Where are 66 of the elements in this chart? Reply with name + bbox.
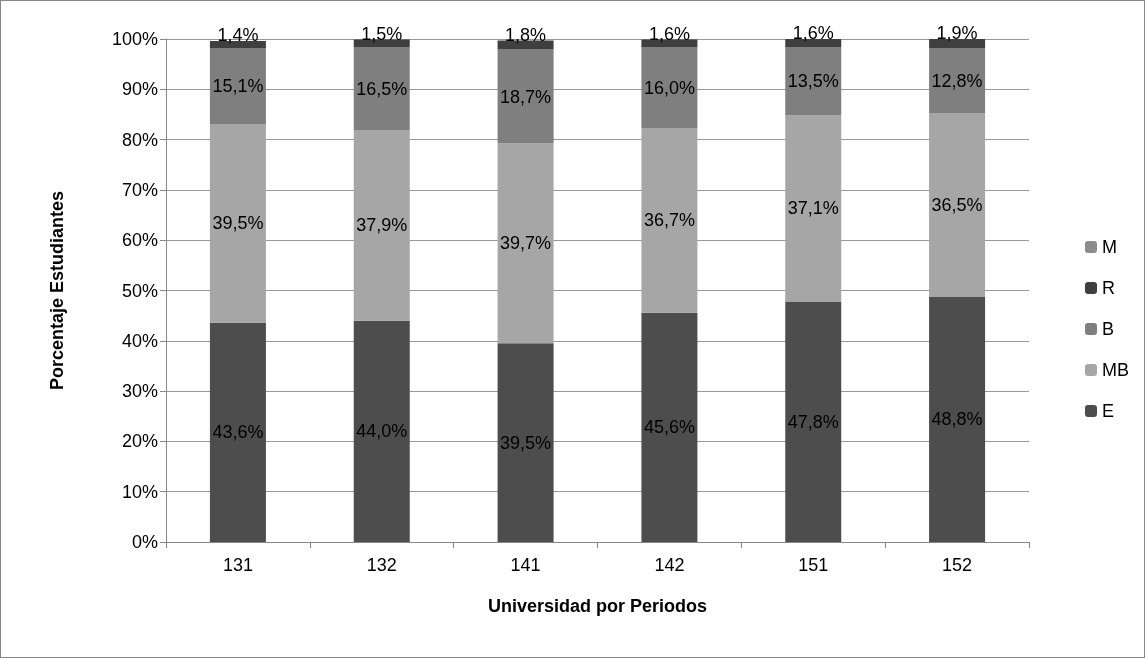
y-tick-label: 60% [121, 230, 158, 251]
data-label: 18,7% [500, 86, 552, 107]
data-label: 1,8% [505, 24, 547, 45]
x-tick-label: 141 [510, 555, 541, 575]
bar [497, 343, 554, 542]
data-label: 36,5% [931, 194, 983, 215]
data-label: 44,0% [356, 421, 408, 442]
x-axis-title: Universidad por Periodos [487, 596, 708, 616]
x-tick-label: 142 [654, 555, 685, 575]
data-label: 48,8% [931, 409, 983, 430]
bar [785, 301, 842, 542]
data-label: 39,7% [500, 233, 552, 254]
legend-label: M [1102, 237, 1117, 257]
legend-label: MB [1102, 360, 1129, 380]
bar [929, 112, 986, 297]
legend-label: E [1102, 401, 1115, 421]
data-label: 1,9% [936, 23, 978, 43]
data-label: 39,5% [212, 213, 264, 234]
y-tick-label: 30% [121, 381, 158, 402]
legend-label: R [1102, 278, 1115, 298]
y-tick-label: 70% [121, 179, 158, 200]
y-tick-label: 50% [121, 280, 158, 301]
bar [641, 312, 698, 542]
x-tick-label: 131 [222, 555, 253, 575]
y-tick-label: 40% [121, 330, 158, 351]
data-label: 16,0% [643, 77, 695, 98]
bar [497, 143, 554, 344]
bar [929, 48, 986, 113]
y-tick-label: 10% [121, 481, 158, 502]
y-tick-label: 80% [121, 129, 158, 150]
bar [785, 114, 842, 302]
y-axis-title: Porcentaje Estudiantes [47, 190, 67, 391]
bar [497, 49, 554, 144]
data-label: 1,4% [217, 25, 259, 46]
data-label: 15,1% [212, 76, 264, 97]
y-tick-label: 20% [121, 431, 158, 452]
data-label: 13,5% [787, 71, 839, 91]
y-tick-label: 100% [111, 29, 158, 49]
x-tick-label: 132 [366, 555, 397, 575]
bar [641, 47, 698, 129]
x-tick-label: 151 [798, 555, 829, 575]
data-label: 12,8% [931, 70, 983, 91]
data-label: 1,6% [792, 23, 834, 43]
data-label: 43,6% [212, 422, 264, 443]
y-tick-label: 0% [131, 532, 158, 552]
data-label: 36,7% [643, 210, 695, 231]
data-label: 45,6% [643, 417, 695, 438]
bar [209, 48, 266, 125]
data-label: 1,5% [361, 23, 403, 44]
x-tick-label: 152 [942, 555, 973, 575]
bar [641, 128, 698, 313]
y-tick-label: 90% [121, 79, 158, 100]
data-label: 37,9% [356, 215, 408, 236]
data-label: 37,1% [787, 198, 839, 219]
bar [785, 47, 842, 115]
bar [353, 130, 410, 321]
legend-label: B [1102, 319, 1115, 339]
data-label: 39,5% [500, 432, 552, 453]
data-label: 1,6% [648, 23, 690, 44]
data-label: 47,8% [787, 411, 839, 432]
bar [929, 296, 986, 542]
bar [209, 322, 266, 542]
data-label: 16,5% [356, 78, 408, 99]
bar [353, 47, 410, 131]
bar [209, 124, 266, 323]
bar [353, 320, 410, 542]
